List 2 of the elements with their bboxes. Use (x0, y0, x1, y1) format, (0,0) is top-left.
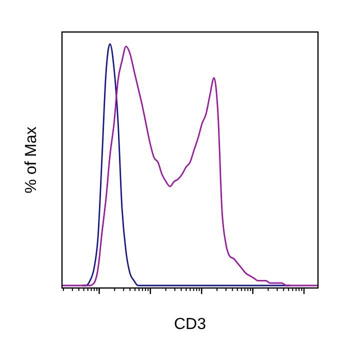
y-axis-title: % of Max (23, 126, 40, 194)
x-axis-title: CD3 (174, 316, 206, 333)
